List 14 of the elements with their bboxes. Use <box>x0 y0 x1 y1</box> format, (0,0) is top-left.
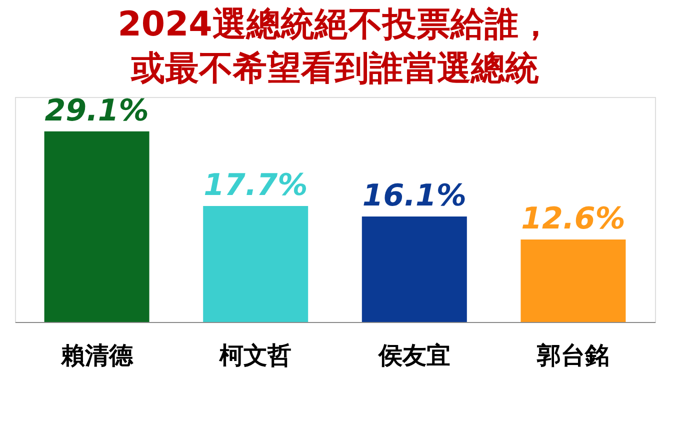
x-tick-label: 賴清德 <box>60 342 134 370</box>
data-label: 17.7% <box>204 168 308 204</box>
bar <box>44 131 150 322</box>
x-tick-label: 侯友宜 <box>377 342 450 370</box>
x-tick-label: 柯文哲 <box>218 342 292 370</box>
x-tick-label: 郭台銘 <box>536 342 610 370</box>
bar <box>362 216 467 322</box>
text: 或最不希望看到誰當選總統 <box>131 48 539 88</box>
bar <box>520 239 626 322</box>
data-label: 16.1% <box>362 178 466 214</box>
bar <box>203 206 308 322</box>
data-label: 12.6% <box>521 201 626 236</box>
data-label: 29.1% <box>44 93 149 128</box>
text: 2024選總統絕不投票給誰， <box>118 4 552 44</box>
